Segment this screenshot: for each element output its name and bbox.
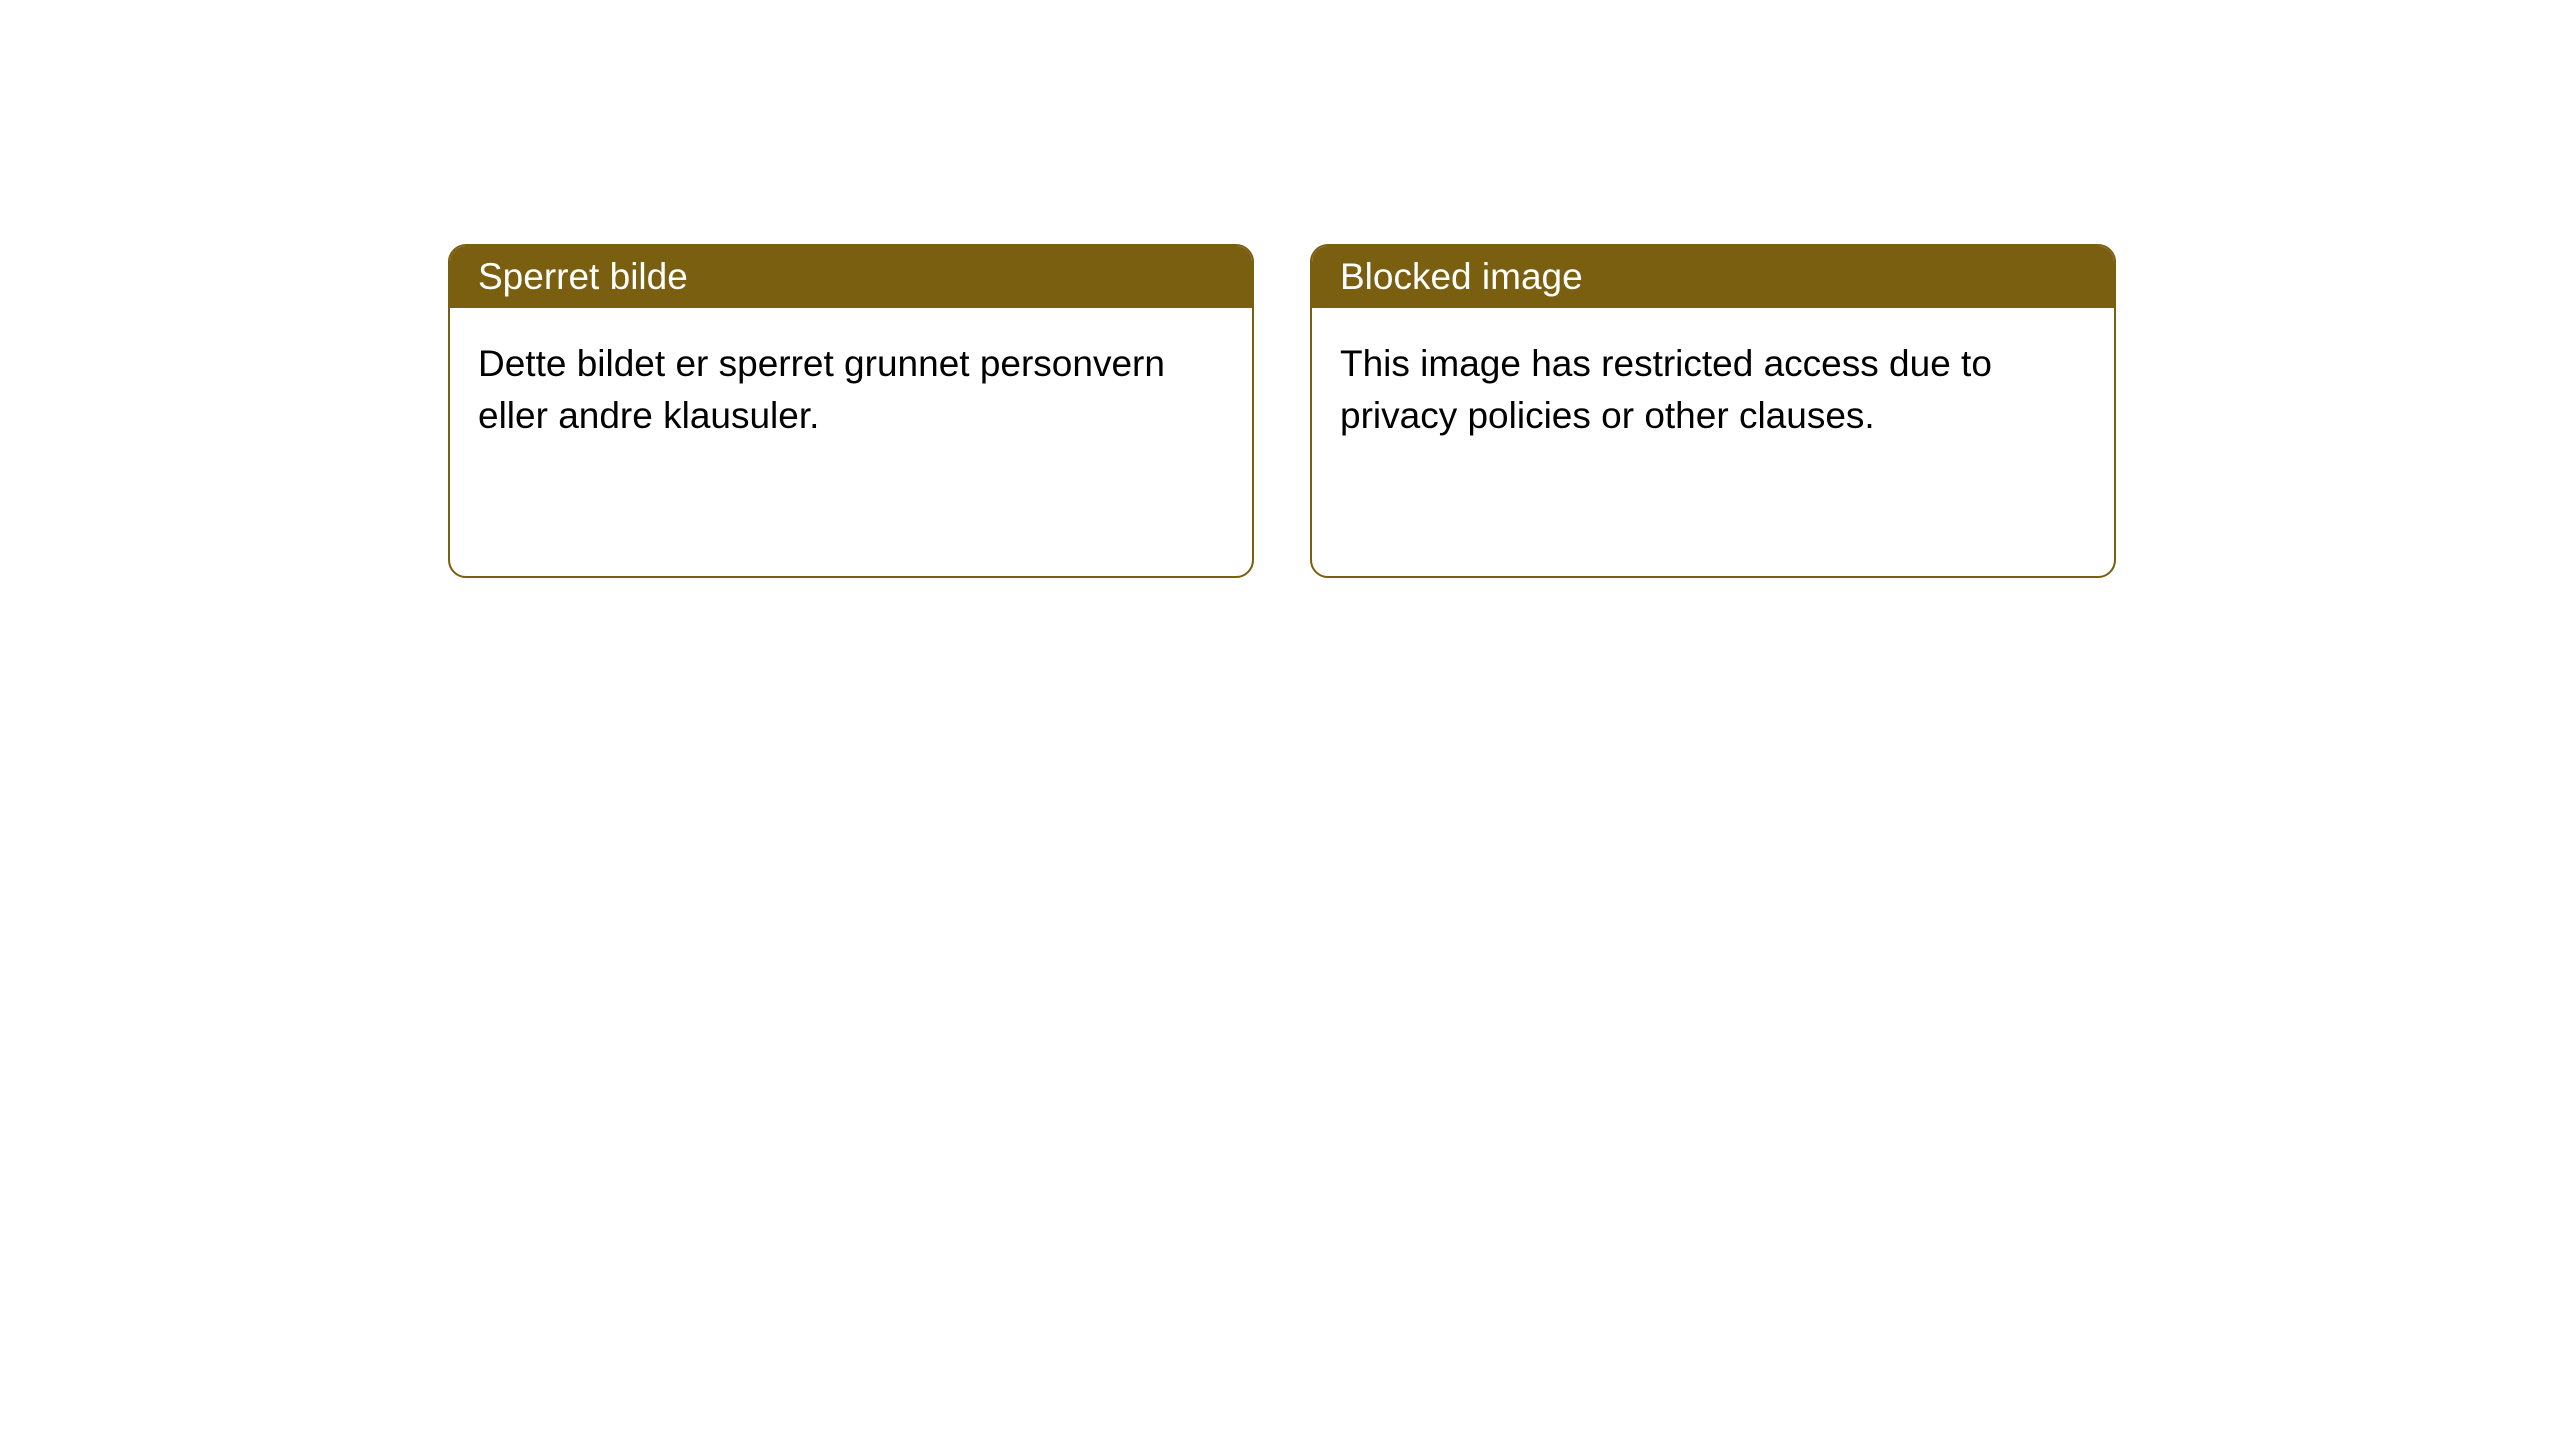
card-body-text: This image has restricted access due to …	[1340, 343, 1992, 436]
card-title: Blocked image	[1340, 256, 1583, 297]
card-body: Dette bildet er sperret grunnet personve…	[450, 308, 1252, 472]
notice-container: Sperret bilde Dette bildet er sperret gr…	[0, 0, 2560, 578]
notice-card-english: Blocked image This image has restricted …	[1310, 244, 2116, 578]
card-title: Sperret bilde	[478, 256, 688, 297]
card-body-text: Dette bildet er sperret grunnet personve…	[478, 343, 1165, 436]
notice-card-norwegian: Sperret bilde Dette bildet er sperret gr…	[448, 244, 1254, 578]
card-body: This image has restricted access due to …	[1312, 308, 2114, 472]
card-header: Blocked image	[1312, 246, 2114, 308]
card-header: Sperret bilde	[450, 246, 1252, 308]
